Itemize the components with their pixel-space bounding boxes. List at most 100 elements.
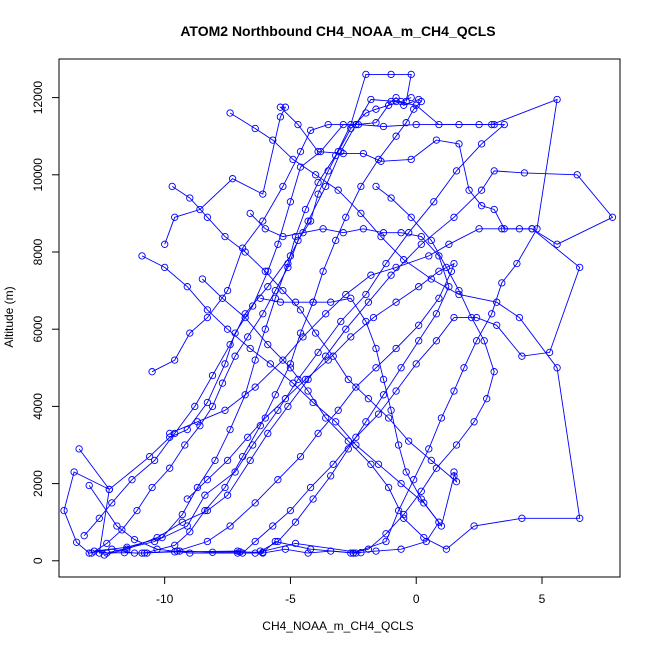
data-point	[203, 506, 212, 515]
data-point	[379, 122, 388, 131]
series-line	[202, 112, 581, 550]
x-axis-label: CH4_NOAA_m_CH4_QCLS	[262, 619, 413, 633]
data-point	[309, 298, 317, 306]
data-point	[261, 414, 269, 422]
plot-frame	[58, 58, 621, 578]
data-point	[238, 549, 247, 557]
data-point	[256, 294, 264, 302]
data-point	[342, 325, 350, 333]
data-point	[455, 140, 463, 148]
data-point	[221, 360, 229, 368]
data-point	[191, 402, 199, 411]
data-point	[259, 217, 267, 225]
data-point	[166, 464, 174, 472]
data-point	[352, 383, 360, 391]
data-point	[334, 186, 342, 194]
data-point	[203, 476, 212, 484]
data-point	[382, 530, 390, 538]
data-point	[452, 441, 461, 449]
data-point	[196, 205, 204, 214]
data-point	[384, 483, 393, 492]
data-point	[342, 213, 350, 221]
data-point	[296, 306, 305, 314]
data-point	[203, 313, 212, 322]
data-point	[374, 460, 383, 468]
data-point	[203, 213, 212, 221]
data-point	[397, 479, 405, 488]
x-axis: -10 -5 0 5	[156, 576, 546, 606]
x-tick-label: -10	[156, 592, 174, 606]
data-point	[344, 437, 352, 445]
data-point	[150, 456, 159, 465]
data-point	[374, 155, 383, 164]
data-point	[460, 364, 468, 372]
series-line	[94, 73, 506, 554]
data-point	[201, 491, 209, 499]
data-point	[304, 549, 312, 557]
data-point	[183, 495, 191, 503]
data-point	[576, 514, 584, 522]
data-point	[294, 236, 302, 245]
data-point	[286, 252, 295, 260]
data-point	[362, 70, 370, 79]
series-line	[249, 213, 450, 552]
data-point	[362, 109, 370, 117]
data-point	[261, 325, 269, 333]
data-point	[322, 310, 330, 318]
data-point	[289, 379, 297, 387]
data-point	[392, 97, 400, 106]
data-point	[379, 375, 388, 384]
data-point	[412, 101, 420, 109]
data-point	[148, 483, 156, 492]
data-point	[314, 178, 322, 187]
data-point	[85, 481, 93, 490]
data-point	[306, 483, 315, 492]
data-point	[311, 171, 320, 179]
data-point	[387, 194, 395, 202]
data-point	[520, 169, 529, 177]
data-point	[397, 545, 405, 553]
data-point	[455, 286, 463, 295]
series-line	[171, 186, 458, 528]
data-point	[183, 283, 191, 291]
data-point	[477, 202, 486, 210]
series-9	[88, 93, 415, 557]
data-point	[319, 267, 327, 275]
data-point	[186, 194, 194, 202]
data-point	[284, 263, 292, 272]
data-point	[284, 402, 292, 411]
data-point	[264, 429, 272, 438]
data-point	[274, 537, 282, 546]
data-point	[123, 543, 131, 551]
y-tick-label: 2000	[31, 470, 45, 497]
y-axis-label: Altitude (m)	[2, 286, 16, 347]
data-point	[407, 213, 415, 221]
data-point	[357, 182, 365, 191]
data-point	[314, 190, 322, 198]
data-point	[208, 402, 217, 411]
data-point	[244, 333, 252, 341]
data-point	[477, 140, 486, 148]
data-point	[143, 549, 151, 557]
data-point	[415, 337, 423, 345]
data-point	[417, 487, 425, 495]
data-point	[316, 147, 325, 156]
data-point	[493, 298, 501, 306]
data-point	[518, 514, 526, 522]
data-point	[352, 433, 360, 441]
data-point	[233, 549, 242, 557]
data-point	[226, 109, 234, 117]
y-tick-label: 12000	[31, 81, 45, 115]
data-point	[279, 182, 287, 191]
data-point	[324, 356, 332, 364]
data-point	[417, 232, 425, 241]
data-point	[490, 205, 498, 214]
data-point	[223, 491, 232, 499]
data-point	[251, 383, 259, 391]
series-line	[169, 228, 581, 554]
data-point	[427, 456, 435, 465]
data-point	[231, 468, 239, 476]
data-point	[422, 537, 430, 546]
data-point	[437, 522, 446, 530]
data-point	[518, 352, 526, 360]
